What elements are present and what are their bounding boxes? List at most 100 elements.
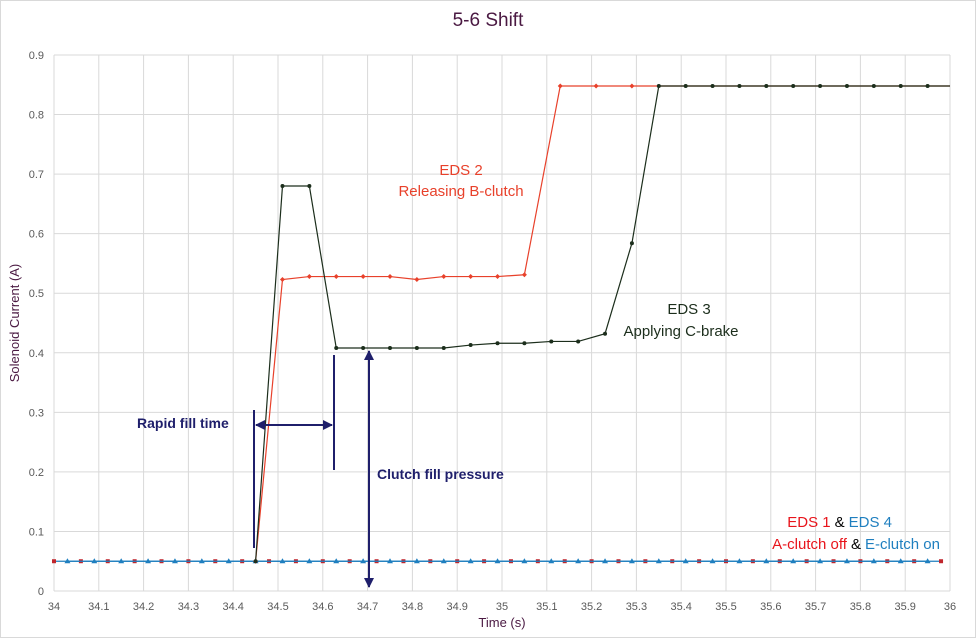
marker xyxy=(306,558,313,564)
x-tick-label: 35.7 xyxy=(805,601,826,613)
x-tick-label: 35.8 xyxy=(850,601,871,613)
marker xyxy=(602,558,609,564)
marker xyxy=(736,558,743,564)
marker xyxy=(171,558,178,564)
marker xyxy=(593,83,599,89)
marker xyxy=(468,274,474,280)
marker xyxy=(790,558,797,564)
chart-title: 5-6 Shift xyxy=(453,10,524,31)
x-tick-label: 35.4 xyxy=(670,601,691,613)
marker xyxy=(387,558,393,564)
marker xyxy=(710,83,715,88)
marker xyxy=(387,274,393,280)
marker xyxy=(548,558,555,564)
x-tick-label: 35 xyxy=(496,601,508,613)
marker xyxy=(467,558,474,564)
marker xyxy=(333,558,340,564)
marker xyxy=(414,277,420,283)
x-axis-label: Time (s) xyxy=(478,615,525,630)
marker xyxy=(279,277,285,283)
marker xyxy=(306,274,312,280)
marker xyxy=(575,558,582,564)
x-tick-label: 35.5 xyxy=(715,601,736,613)
marker xyxy=(549,339,554,344)
eds3-name: EDS 3 xyxy=(667,301,710,318)
marker xyxy=(413,558,420,564)
clutch-fill-label: Clutch fill pressure xyxy=(377,466,504,482)
marker xyxy=(629,241,634,246)
marker xyxy=(925,83,930,88)
eds2-name: EDS 2 xyxy=(439,162,482,179)
marker xyxy=(225,558,232,564)
x-tick-label: 34.6 xyxy=(312,601,333,613)
x-tick-label: 34.2 xyxy=(133,601,154,613)
marker xyxy=(629,83,635,89)
marker xyxy=(763,558,770,564)
x-tick-label: 34.1 xyxy=(88,601,109,613)
marker xyxy=(441,346,446,351)
y-tick-label: 0.5 xyxy=(29,288,44,300)
marker xyxy=(333,274,339,280)
amp: & xyxy=(835,514,845,531)
x-tick-label: 34.3 xyxy=(178,601,199,613)
x-tick-label: 35.9 xyxy=(894,601,915,613)
marker xyxy=(557,83,563,89)
marker xyxy=(521,272,527,278)
marker xyxy=(145,558,152,564)
marker xyxy=(198,558,205,564)
marker xyxy=(52,559,56,564)
marker xyxy=(414,346,419,351)
marker xyxy=(361,346,366,351)
marker xyxy=(468,343,473,348)
legend-line-1: EDS 1 & EDS 4 xyxy=(787,514,892,531)
y-tick-label: 0.8 xyxy=(29,110,44,122)
marker xyxy=(576,339,581,344)
marker xyxy=(737,83,742,88)
eds4-name: EDS 4 xyxy=(849,514,892,531)
y-tick-label: 0 xyxy=(38,586,44,598)
marker xyxy=(360,274,366,280)
marker xyxy=(118,558,125,564)
marker xyxy=(818,83,823,88)
marker xyxy=(683,83,688,88)
marker xyxy=(91,558,98,564)
eds3-desc: Applying C-brake xyxy=(623,323,738,340)
x-tick-label: 34.8 xyxy=(402,601,423,613)
x-tick-label: 36 xyxy=(944,601,956,613)
eds2-desc: Releasing B-clutch xyxy=(398,183,523,200)
x-tick-label: 35.6 xyxy=(760,601,781,613)
x-tick-label: 34.9 xyxy=(446,601,467,613)
y-tick-label: 0.9 xyxy=(29,50,44,62)
y-axis-label: Solenoid Current (A) xyxy=(7,264,22,383)
x-tick-label: 35.1 xyxy=(536,601,557,613)
y-tick-label: 0.4 xyxy=(29,348,44,360)
marker xyxy=(440,558,447,564)
x-tick-label: 34.4 xyxy=(222,601,243,613)
marker xyxy=(924,558,931,564)
marker xyxy=(253,559,258,564)
marker xyxy=(64,558,71,564)
x-tick-label: 34.5 xyxy=(267,601,288,613)
rapid-fill-label: Rapid fill time xyxy=(137,415,229,431)
marker xyxy=(844,83,849,88)
e-clutch-label: E-clutch on xyxy=(865,536,940,553)
marker xyxy=(334,346,339,351)
x-tick-label: 34.7 xyxy=(357,601,378,613)
x-tick-label: 35.2 xyxy=(581,601,602,613)
y-tick-label: 0.7 xyxy=(29,169,44,181)
marker xyxy=(897,558,904,564)
amp: & xyxy=(851,536,861,553)
legend-line-2: A-clutch off & E-clutch on xyxy=(772,536,940,553)
y-tick-label: 0.2 xyxy=(29,467,44,479)
marker xyxy=(843,558,850,564)
marker xyxy=(791,83,796,88)
marker xyxy=(898,83,903,88)
x-tick-label: 34 xyxy=(48,601,60,613)
marker xyxy=(522,341,527,346)
marker xyxy=(441,274,447,280)
marker xyxy=(494,558,501,564)
eds1-name: EDS 1 xyxy=(787,514,830,531)
y-tick-label: 0.1 xyxy=(29,526,44,538)
marker xyxy=(939,559,944,564)
